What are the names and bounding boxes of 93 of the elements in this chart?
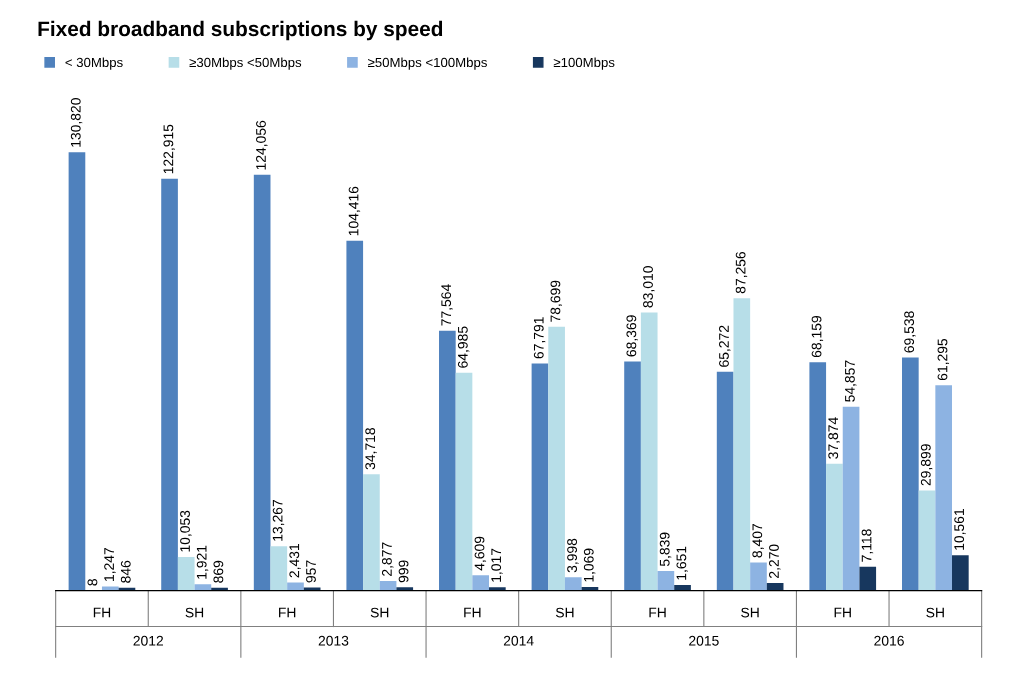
data-label: 69,538 [904,311,916,353]
x-tick-label: FH [279,607,296,618]
legend-label: ≥30Mbps <50Mbps [189,57,302,70]
data-label: 999 [398,560,409,583]
data-label: 78,699 [550,280,562,322]
text: 2012 [133,635,164,646]
data-label: 1,247 [104,548,116,581]
data-label: 2,431 [289,544,301,578]
bar [101,586,119,591]
data-label: 83,010 [643,266,655,308]
data-label: 5,839 [659,532,672,567]
legend-label: ≥100Mbps [553,57,615,70]
bar [826,463,843,591]
data-label: 67,791 [533,317,546,359]
data-label: 1,921 [196,545,209,579]
text: 2014 [503,635,534,646]
bar [346,240,364,591]
data-label: 846 [120,560,131,583]
data-label: 54,857 [844,360,857,402]
bar [472,575,490,591]
data-label: 122,915 [163,124,175,174]
chart-title: Fixed broadband subscriptions by speed [38,20,443,41]
data-label: 37,874 [828,417,840,459]
bar [531,363,549,591]
bar [640,312,658,591]
bar [564,577,582,591]
bar [363,474,380,591]
bar [287,582,304,591]
data-label: 61,295 [937,338,950,381]
x-tick-label: SH [185,607,204,618]
legend-label: < 30Mbps [65,57,123,70]
data-label: 8 [87,579,98,586]
data-label: 13,267 [272,499,285,541]
bar [809,362,827,591]
bar [177,556,195,591]
x-tick-label: SH [926,607,944,618]
bar [716,371,734,591]
data-label: 64,985 [457,326,470,368]
bar [194,584,212,591]
bar [842,406,860,591]
data-label: 1,017 [491,548,503,582]
data-label: 8,407 [752,524,764,558]
bar [935,385,953,591]
data-label: 124,056 [256,120,268,170]
bar [657,571,675,591]
data-label: 87,256 [735,251,748,294]
data-label: 29,899 [920,444,933,486]
data-label: 957 [306,560,316,583]
text: 2013 [318,635,349,646]
bar [548,326,565,591]
x-tick-label: FH [834,607,851,618]
bar [902,357,919,591]
data-label: 2,877 [381,542,394,576]
data-label: 869 [213,560,224,583]
x-tick-label: FH [649,607,666,618]
data-label: 34,718 [365,428,377,470]
data-label: 1,069 [583,548,596,582]
bar [918,490,936,591]
bar [439,330,456,591]
data-label: 10,561 [954,509,966,550]
data-label: 4,609 [474,536,487,571]
data-label: 77,564 [441,284,453,326]
data-label: 104,416 [348,186,361,236]
data-label: 130,820 [70,98,83,147]
data-label: 2,270 [769,544,781,578]
data-label: 65,272 [719,325,731,367]
data-label: 10,053 [180,510,192,552]
bar [253,174,271,591]
bar [733,298,751,591]
x-tick-label: SH [741,607,759,618]
x-tick-label: FH [464,607,481,618]
data-label: 68,369 [626,315,638,357]
data-label: 68,159 [811,315,824,358]
x-tick-label: SH [555,607,574,618]
x-tick-label: SH [370,607,389,618]
bar [68,152,86,591]
data-label: 1,651 [676,546,688,580]
bar [303,587,321,591]
bar [952,555,969,591]
data-label: 7,118 [861,529,874,562]
bar [859,566,877,591]
bar [455,372,473,591]
bar [270,546,288,591]
text: 2016 [874,635,904,646]
bar [674,585,691,591]
bar [161,178,178,591]
legend-label: ≥50Mbps <100Mbps [368,57,487,70]
bar [624,361,641,591]
text: 2015 [689,635,719,646]
data-label: 3,998 [567,538,579,573]
bar [750,562,767,591]
bar [396,587,414,591]
x-tick-label: FH [93,607,111,618]
